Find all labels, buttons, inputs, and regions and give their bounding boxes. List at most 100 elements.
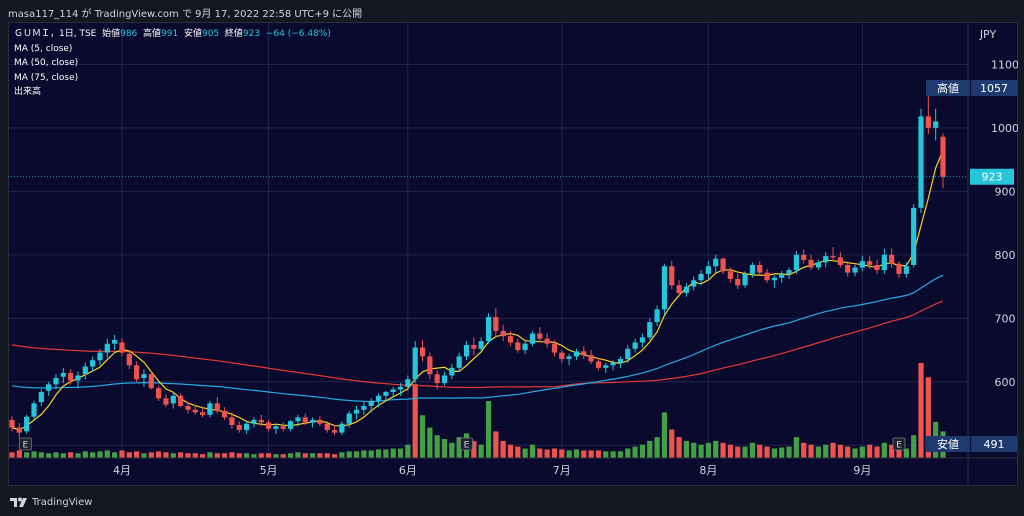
candle-body[interactable]	[764, 272, 770, 281]
candle-body[interactable]	[412, 347, 418, 380]
candle-body[interactable]	[749, 264, 756, 274]
candle-body[interactable]	[639, 337, 646, 343]
candle-body[interactable]	[368, 400, 374, 406]
candle-body[interactable]	[16, 427, 22, 433]
candle-body[interactable]	[603, 365, 609, 368]
candle-body[interactable]	[735, 278, 741, 286]
candle-body[interactable]	[383, 391, 389, 396]
candle-body[interactable]	[647, 322, 653, 338]
candle-body[interactable]	[339, 423, 345, 433]
candle-body[interactable]	[251, 419, 257, 424]
candle-body[interactable]	[669, 266, 675, 286]
candle-body[interactable]	[925, 116, 931, 128]
candle-body[interactable]	[331, 430, 338, 433]
candle-body[interactable]	[419, 347, 426, 357]
candle-body[interactable]	[544, 338, 550, 344]
candle-body[interactable]	[515, 342, 521, 351]
candle-body[interactable]	[53, 378, 59, 385]
candle-body[interactable]	[793, 254, 799, 271]
candle-body[interactable]	[933, 121, 939, 128]
candle-body[interactable]	[397, 386, 404, 390]
candle-body[interactable]	[940, 136, 946, 177]
candle-body[interactable]	[185, 405, 191, 410]
candle-body[interactable]	[126, 353, 132, 366]
candle-body[interactable]	[9, 419, 15, 428]
candle-body[interactable]	[427, 356, 433, 375]
candle-body[interactable]	[713, 258, 719, 267]
candle-body[interactable]	[830, 256, 836, 258]
candle-body[interactable]	[68, 372, 74, 381]
candle-body[interactable]	[280, 426, 286, 429]
candle-body[interactable]	[691, 280, 697, 287]
candle-body[interactable]	[845, 264, 851, 273]
tradingview-brand[interactable]: TradingView	[10, 496, 92, 508]
candle-body[interactable]	[229, 417, 235, 425]
candle-body[interactable]	[529, 333, 536, 344]
candle-body[interactable]	[207, 403, 213, 415]
candle-body[interactable]	[507, 336, 514, 343]
earnings-marker[interactable]	[18, 437, 32, 451]
candle-body[interactable]	[361, 405, 367, 410]
candle-body[interactable]	[141, 374, 147, 378]
candle-body[interactable]	[551, 343, 558, 353]
candle-body[interactable]	[610, 362, 616, 366]
candle-body[interactable]	[309, 419, 316, 423]
candle-body[interactable]	[705, 266, 712, 274]
candle-body[interactable]	[625, 348, 631, 359]
candle-body[interactable]	[163, 398, 169, 405]
candle-body[interactable]	[485, 317, 492, 342]
candle-body[interactable]	[449, 367, 455, 376]
legend-ma5[interactable]: MA (5, close)	[14, 43, 73, 54]
candle-body[interactable]	[441, 375, 448, 384]
legend-ma75[interactable]: MA (75, close)	[14, 72, 79, 83]
candle-body[interactable]	[911, 207, 917, 265]
candle-body[interactable]	[867, 261, 873, 265]
candle-body[interactable]	[742, 273, 748, 286]
earnings-marker[interactable]	[892, 437, 906, 451]
candle-body[interactable]	[573, 351, 580, 357]
candle-body[interactable]	[903, 266, 909, 274]
candle-body[interactable]	[456, 356, 462, 368]
candle-body[interactable]	[617, 358, 624, 363]
candle-body[interactable]	[375, 395, 382, 401]
candle-body[interactable]	[881, 254, 887, 271]
candle-body[interactable]	[353, 409, 360, 414]
candle-body[interactable]	[698, 273, 704, 281]
candle-body[interactable]	[859, 261, 865, 268]
candle-body[interactable]	[405, 379, 411, 387]
candle-body[interactable]	[75, 375, 81, 381]
candle-body[interactable]	[559, 352, 565, 359]
candle-body[interactable]	[134, 365, 140, 380]
candle-body[interactable]	[24, 416, 30, 432]
price-chart[interactable]: EEE50060070080090010001100JPY4月5月6月7月8月9…	[8, 22, 1018, 486]
candle-body[interactable]	[918, 116, 924, 208]
legend-ma50[interactable]: MA (50, close)	[14, 58, 79, 68]
candle-body[interactable]	[889, 254, 895, 264]
candle-body[interactable]	[214, 403, 220, 412]
candle-body[interactable]	[178, 395, 184, 406]
candle-body[interactable]	[265, 422, 272, 429]
candle-body[interactable]	[676, 285, 682, 293]
candle-body[interactable]	[757, 264, 763, 273]
candle-body[interactable]	[170, 395, 176, 404]
candle-body[interactable]	[199, 412, 206, 415]
candle-body[interactable]	[537, 333, 543, 339]
candle-body[interactable]	[243, 423, 250, 431]
candle-body[interactable]	[471, 344, 477, 349]
candle-body[interactable]	[38, 391, 44, 403]
candle-body[interactable]	[493, 317, 499, 332]
legend-volume[interactable]: 出来高	[14, 87, 42, 97]
candle-body[interactable]	[346, 413, 352, 424]
candle-body[interactable]	[874, 264, 880, 271]
candle-body[interactable]	[112, 339, 118, 344]
candle-body[interactable]	[60, 372, 66, 377]
candle-body[interactable]	[31, 403, 37, 417]
candle-body[interactable]	[478, 341, 484, 349]
candle-body[interactable]	[852, 267, 858, 273]
candle-body[interactable]	[801, 254, 807, 260]
candle-body[interactable]	[837, 257, 843, 265]
candle-body[interactable]	[588, 355, 594, 362]
candle-body[interactable]	[390, 389, 396, 392]
candle-body[interactable]	[90, 360, 96, 367]
candle-body[interactable]	[566, 356, 572, 359]
